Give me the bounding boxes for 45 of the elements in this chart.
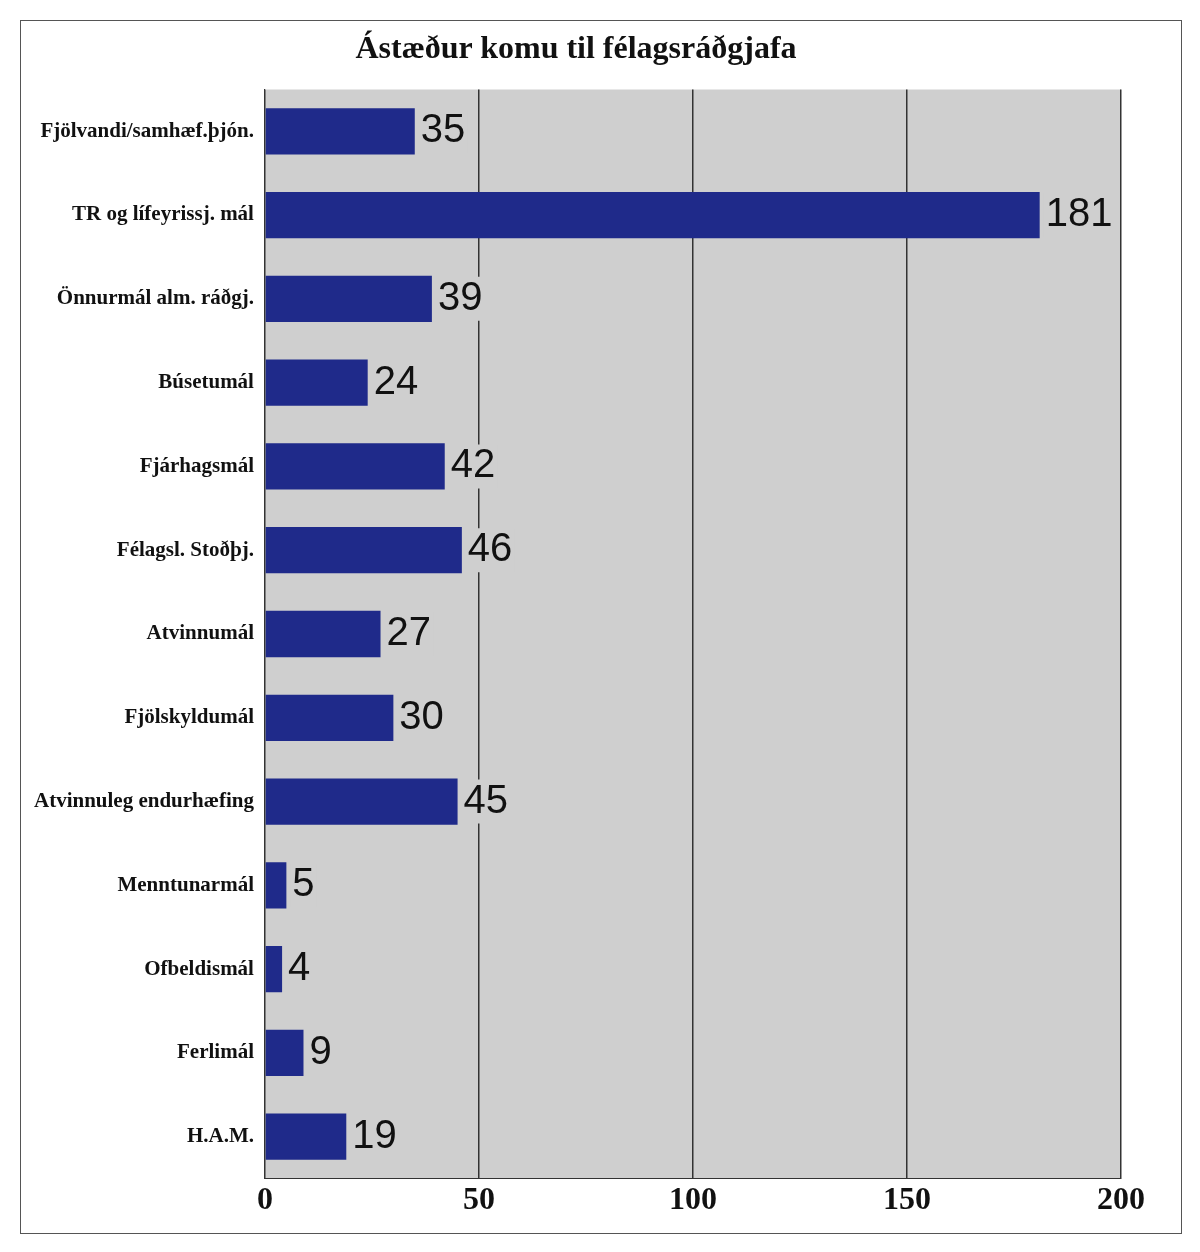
bar — [265, 1029, 304, 1077]
data-label: 45 — [463, 776, 509, 821]
data-label: 30 — [399, 692, 444, 737]
x-tick-label: 100 — [668, 1180, 717, 1217]
y-tick-label: Félagsl. Stoðþj. — [116, 536, 254, 561]
y-tick-label: Búsetumál — [158, 369, 255, 394]
y-tick-label: H.A.M. — [186, 1123, 254, 1148]
y-tick-label: Fjölvandi/samhæf.þjón. — [40, 117, 254, 142]
data-label: 35 — [420, 106, 466, 151]
y-tick-label: Ofbeldismál — [144, 955, 255, 980]
bar — [265, 1113, 347, 1160]
y-tick-label: Fjárhagsmál — [139, 452, 255, 477]
data-label: 181 — [1045, 190, 1113, 235]
data-label: 27 — [386, 609, 432, 654]
data-label: 5 — [292, 860, 315, 905]
bar — [265, 694, 394, 741]
y-tick-label: Fjölskyldumál — [124, 704, 255, 729]
x-tick-label: 200 — [1097, 1180, 1145, 1217]
y-tick-label: Atvinnuleg endurhæfing — [34, 787, 255, 812]
bar — [265, 945, 283, 993]
y-tick-label: TR og lífeyrissj. mál — [71, 201, 255, 226]
y-tick-label: Önnurmál alm. ráðgj. — [56, 285, 254, 310]
bar — [265, 527, 462, 574]
data-label: 19 — [352, 1111, 397, 1156]
x-tick-label: 50 — [462, 1180, 495, 1217]
x-tick-label: 0 — [256, 1180, 273, 1217]
bar — [265, 862, 287, 909]
bar — [265, 443, 445, 490]
bar — [265, 359, 368, 406]
data-label: 9 — [309, 1027, 332, 1072]
y-tick-label: Ferlimál — [177, 1039, 255, 1064]
data-label: 42 — [450, 441, 496, 486]
y-tick-label: Atvinnumál — [146, 620, 255, 645]
chart-title: Ástæður komu til félagsráðgjafa — [355, 29, 797, 66]
bar — [265, 778, 458, 825]
bar — [265, 191, 1040, 239]
data-label: 4 — [288, 944, 311, 989]
data-label: 24 — [373, 357, 419, 402]
data-label: 39 — [437, 273, 483, 318]
data-label: 46 — [467, 525, 513, 570]
y-tick-label: Menntunarmál — [117, 871, 255, 896]
bar — [265, 610, 381, 658]
bar — [265, 108, 415, 155]
bar — [265, 275, 432, 323]
x-tick-label: 150 — [882, 1180, 931, 1217]
